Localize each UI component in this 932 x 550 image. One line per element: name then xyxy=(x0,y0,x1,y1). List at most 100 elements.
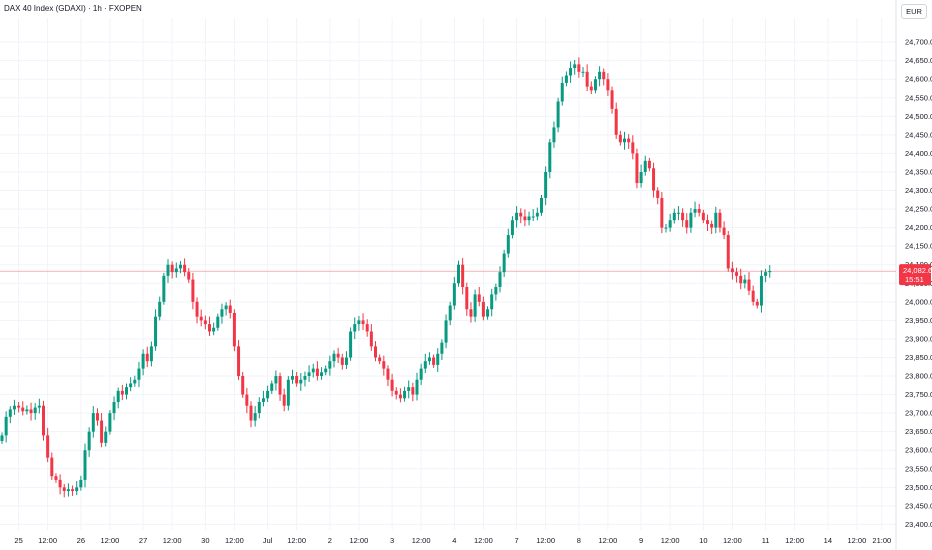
candle-body xyxy=(324,368,328,373)
candle-body xyxy=(618,134,622,143)
candle-body xyxy=(174,268,178,273)
candle-body xyxy=(714,212,718,228)
candle xyxy=(481,296,485,321)
candle-body xyxy=(623,138,626,143)
candle xyxy=(50,452,54,480)
candle-body xyxy=(104,431,108,443)
candle-body xyxy=(506,235,510,254)
candle-body xyxy=(62,487,66,492)
candle xyxy=(473,289,477,322)
candle-body xyxy=(494,286,498,295)
candle-body xyxy=(610,90,614,109)
candle-body xyxy=(307,372,311,377)
candle-body xyxy=(668,220,672,228)
candle xyxy=(46,427,50,463)
candle xyxy=(357,315,361,331)
currency-button[interactable]: EUR xyxy=(901,4,927,19)
candle-body xyxy=(394,390,398,395)
candle-body xyxy=(656,190,660,198)
time-tick-label: 12:00 xyxy=(38,536,57,545)
candle xyxy=(183,258,187,277)
candle-body xyxy=(100,420,104,443)
candle xyxy=(274,370,278,391)
candle xyxy=(382,355,386,376)
candle-body xyxy=(573,64,577,69)
candle xyxy=(261,390,265,407)
candle-body xyxy=(220,309,224,317)
candle-body xyxy=(452,283,456,306)
candle-body xyxy=(91,413,95,432)
candle-body xyxy=(199,316,203,321)
candle xyxy=(610,86,614,114)
candle xyxy=(191,272,195,310)
candle xyxy=(577,57,581,78)
candle-body xyxy=(158,301,162,317)
candle-body xyxy=(95,413,99,421)
candle xyxy=(311,363,315,378)
candle-body xyxy=(340,357,344,365)
candle-body xyxy=(282,394,286,406)
candle xyxy=(722,221,726,240)
candle-body xyxy=(527,216,531,221)
candle-body xyxy=(378,357,382,362)
candle-body xyxy=(701,212,705,221)
candle-body xyxy=(598,71,602,80)
candle xyxy=(676,206,680,221)
time-tick-label: 3 xyxy=(390,536,394,545)
time-tick-label: 11 xyxy=(762,536,770,545)
candle-body xyxy=(315,368,319,377)
time-axis: 25 12:00 26 12:00 27 12:00 30 12:00 Jul 12:00 2 12:… xyxy=(14,536,891,545)
candle xyxy=(237,340,241,381)
candle xyxy=(751,285,755,306)
candle-body xyxy=(614,108,618,135)
candle xyxy=(83,443,87,488)
candle-body xyxy=(672,212,676,221)
candle xyxy=(390,373,394,397)
candle-body xyxy=(25,409,29,412)
candle-body xyxy=(245,394,249,406)
candle xyxy=(718,209,722,233)
candle-body xyxy=(274,376,278,384)
candle xyxy=(490,288,494,317)
candle-body xyxy=(730,268,734,273)
candle xyxy=(515,206,519,228)
candle xyxy=(664,223,668,233)
time-tick-label: 12:00 xyxy=(225,536,244,545)
candle xyxy=(486,306,490,320)
candle xyxy=(452,276,456,310)
candle xyxy=(457,260,460,287)
candle-body xyxy=(585,71,589,87)
candle-body xyxy=(75,487,79,492)
candle xyxy=(735,267,739,283)
price-tick-label: 23,500.0 xyxy=(905,483,932,492)
candle xyxy=(589,81,593,95)
price-tick-label: 24,450.0 xyxy=(905,130,932,139)
price-tick-label: 23,550.0 xyxy=(905,464,932,473)
candle xyxy=(469,302,473,323)
candle-body xyxy=(523,216,527,221)
candle xyxy=(689,207,693,233)
candle xyxy=(465,282,469,316)
candle xyxy=(95,408,99,426)
candle-body xyxy=(577,64,581,72)
candle-body xyxy=(556,101,560,128)
candle xyxy=(195,297,199,324)
candle xyxy=(203,315,207,330)
candle-body xyxy=(564,75,568,83)
candle-body xyxy=(519,212,523,217)
candle xyxy=(353,317,357,339)
candle xyxy=(344,351,348,369)
candle-body xyxy=(369,331,373,347)
candle xyxy=(764,268,768,283)
candle-body xyxy=(602,71,606,80)
candle xyxy=(672,208,676,224)
candle-body xyxy=(639,171,643,184)
candle xyxy=(154,309,158,351)
candle-body xyxy=(419,368,423,380)
candle xyxy=(498,266,502,293)
candle xyxy=(461,258,465,295)
candle xyxy=(66,483,70,497)
candle xyxy=(178,261,182,274)
candle-body xyxy=(660,197,664,228)
